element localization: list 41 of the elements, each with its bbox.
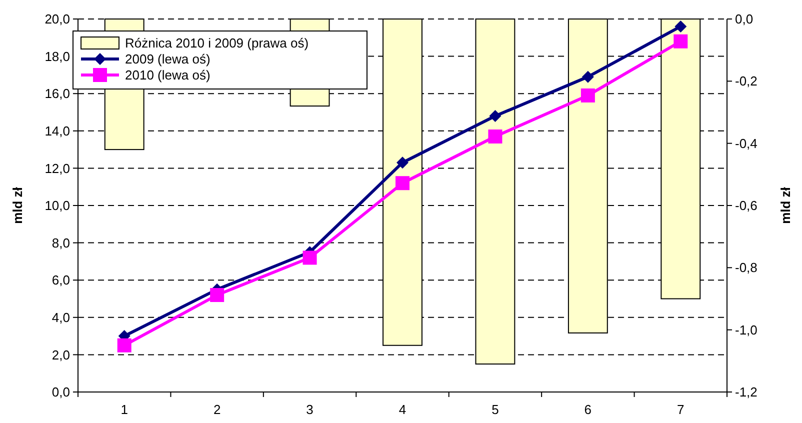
x-tick-label: 5: [492, 402, 499, 417]
point: [396, 156, 408, 169]
y2-tick-label: -0,8: [735, 260, 758, 276]
point: [210, 288, 224, 302]
point: [674, 20, 687, 32]
y2-tick-label: -1,0: [735, 322, 758, 338]
y-tick-label: 8,0: [52, 235, 70, 250]
y-tick-label: 6,0: [52, 272, 70, 288]
point: [674, 34, 688, 48]
point: [488, 129, 502, 144]
x-tick-label: 4: [398, 402, 406, 417]
y2-tick-label: -0,6: [735, 198, 758, 214]
y-tick-label: 4,0: [52, 310, 70, 325]
y2-tick-label: -0,4: [735, 136, 758, 151]
y2-axis-title: mld zł: [778, 186, 793, 224]
x-tick-label: 1: [120, 402, 128, 417]
point: [489, 110, 502, 122]
y-axis-title: mld zł: [10, 186, 25, 224]
x-tick-label: 3: [306, 402, 314, 417]
point: [396, 176, 410, 190]
y-tick-label: 14,0: [44, 123, 70, 138]
x-tick-label: 2: [213, 402, 221, 417]
y-tick-label: 20,0: [44, 12, 70, 27]
y-tick-label: 10,0: [44, 198, 70, 214]
point: [582, 70, 594, 83]
point: [580, 88, 595, 102]
legend-label: Różnica 2010 i 2009 (prawa oś): [125, 36, 309, 51]
legend-label: 2009 (lewa oś): [125, 52, 210, 67]
y2-tick-label: 0,0: [735, 12, 754, 27]
y-tick-label: 2,0: [52, 347, 70, 362]
y-tick-label: 18,0: [44, 48, 70, 64]
y-tick-label: 16,0: [44, 86, 70, 102]
point: [117, 338, 132, 352]
legend-label: 2010 (lewa oś): [125, 68, 210, 83]
x-tick-label: 7: [677, 402, 684, 417]
point: [302, 250, 317, 265]
y2-tick-label: -1,2: [735, 384, 758, 400]
y-tick-label: 0,0: [52, 384, 70, 400]
y-tick-label: 12,0: [44, 160, 70, 176]
y2-tick-label: -0,2: [735, 74, 758, 89]
x-tick-label: 6: [584, 402, 592, 417]
